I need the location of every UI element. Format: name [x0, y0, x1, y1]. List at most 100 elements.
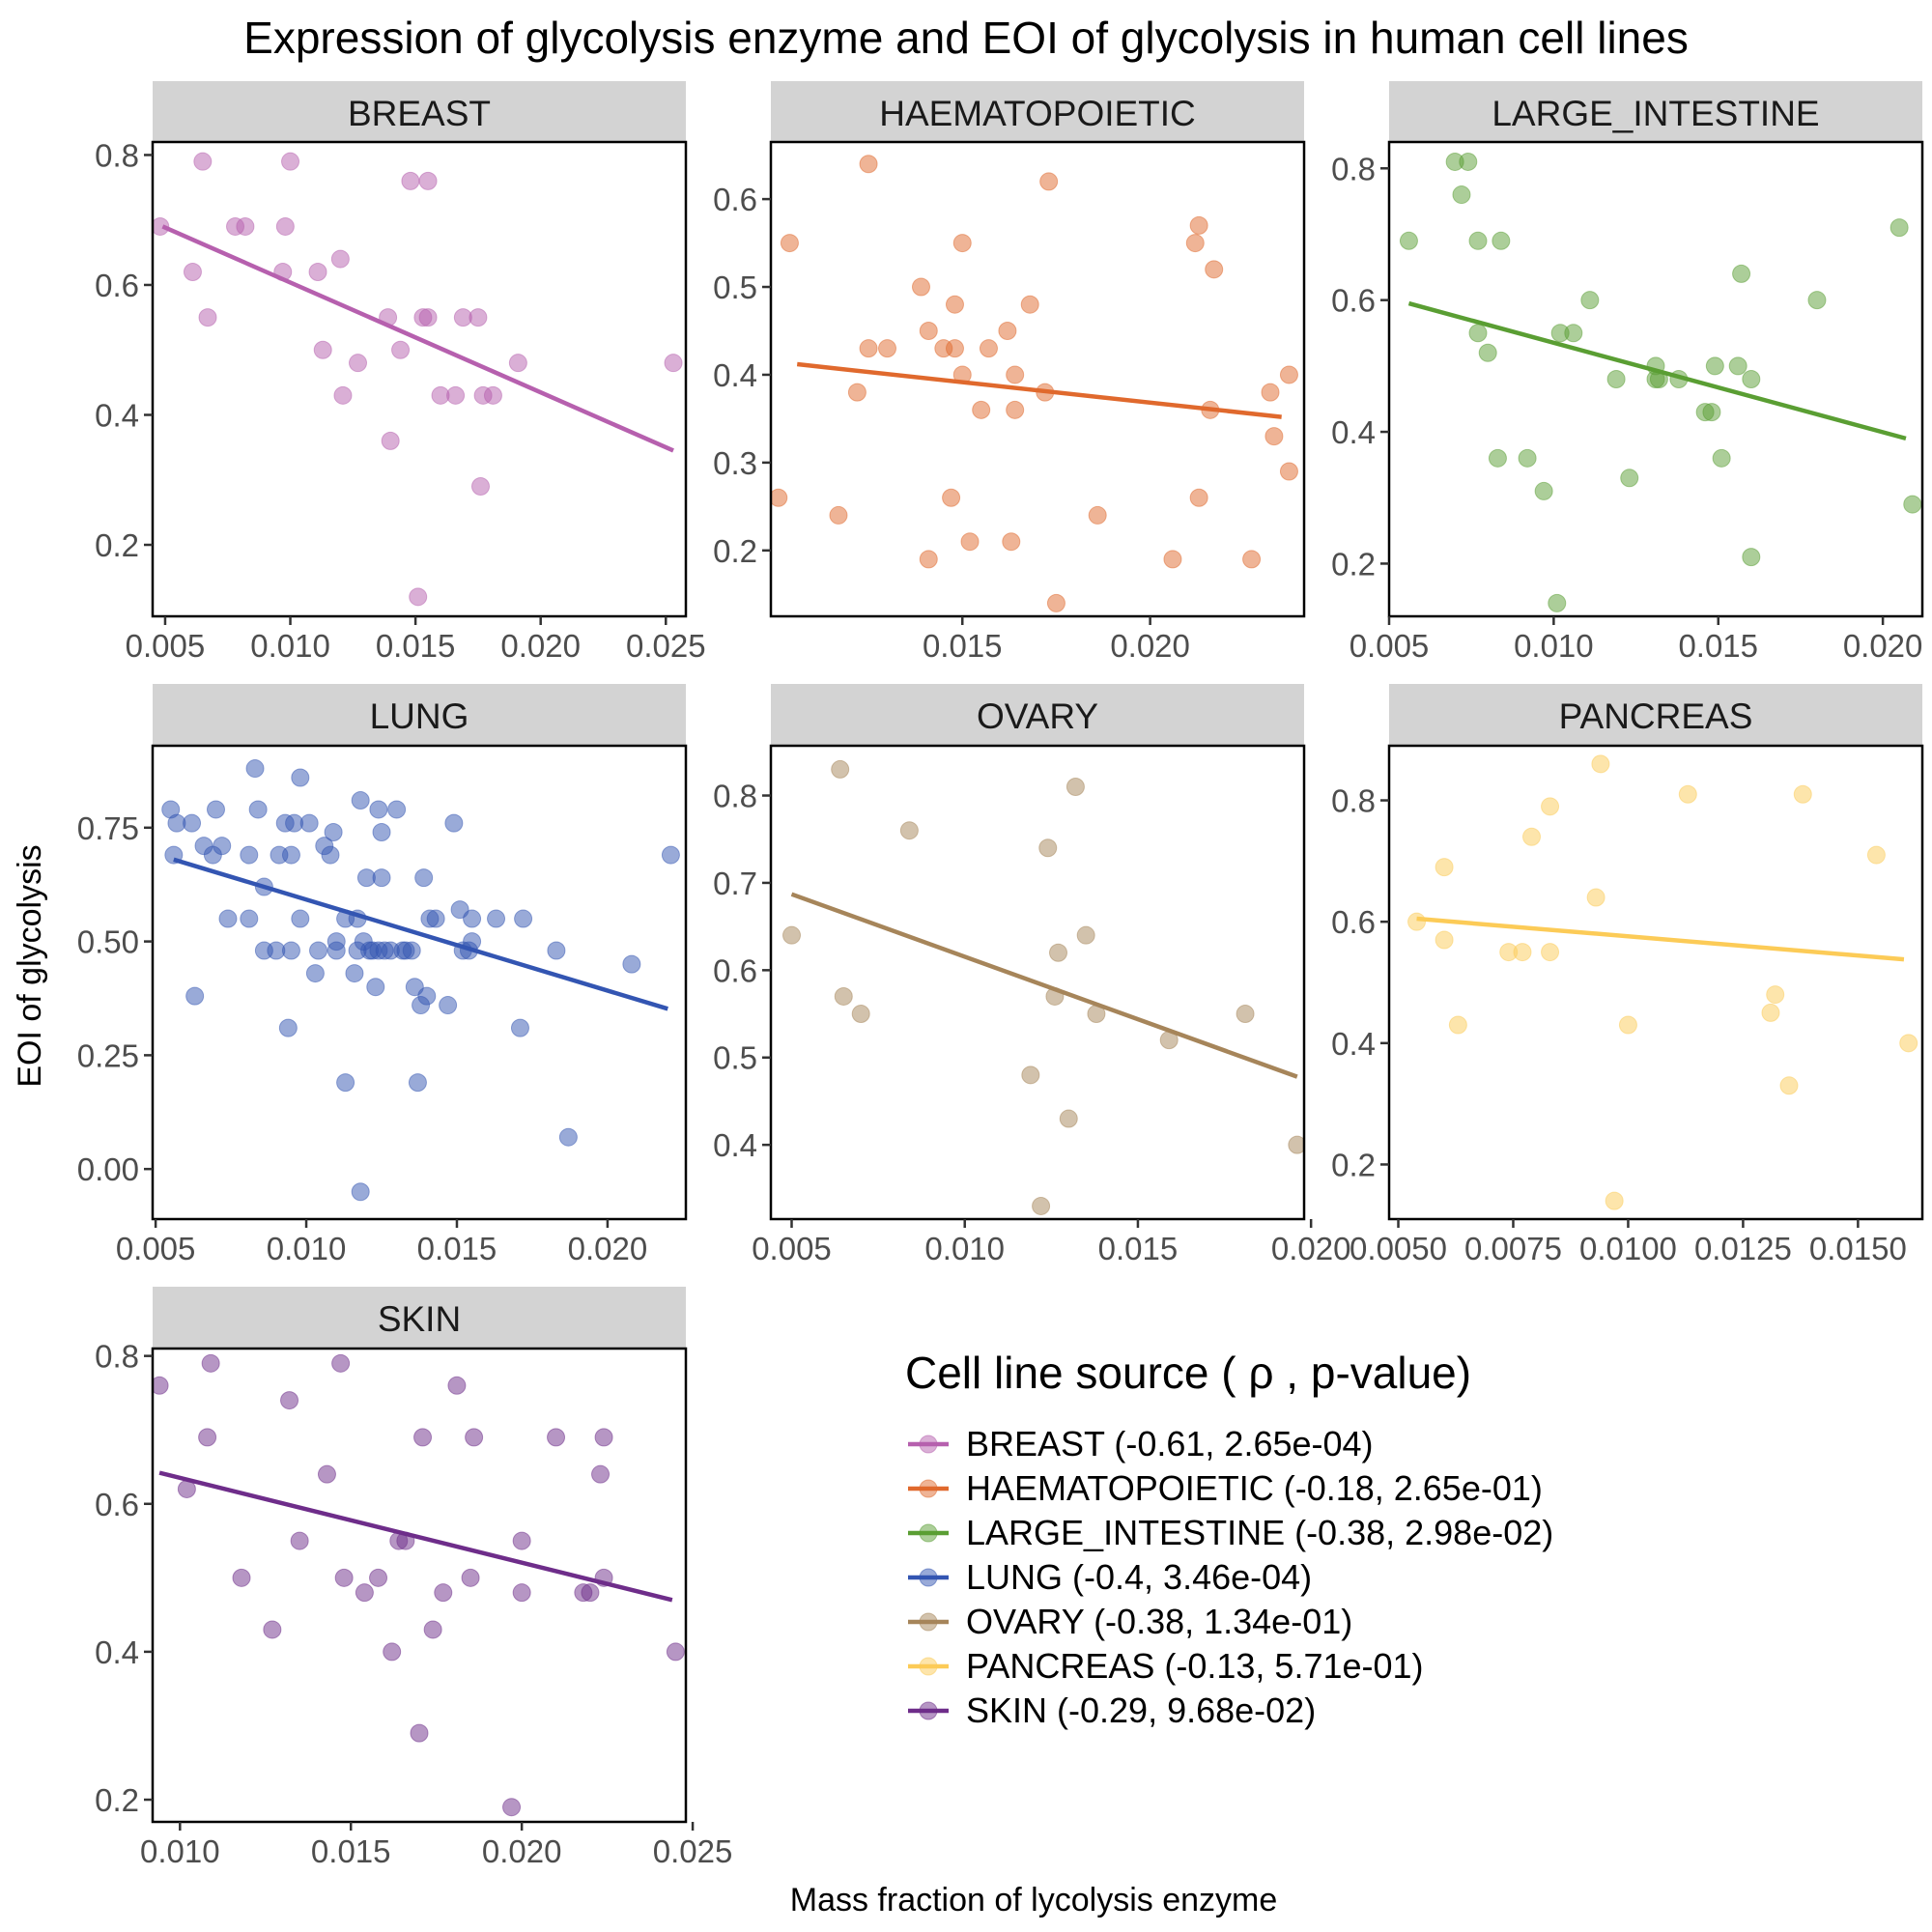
data-point — [213, 837, 232, 856]
y-tick-label: 0.25 — [77, 1037, 139, 1073]
legend-entry: PANCREAS (-0.13, 5.71e-01) — [908, 1646, 1424, 1686]
x-tick-label: 0.015 — [923, 628, 1003, 664]
legend-key-point — [919, 1568, 938, 1587]
x-tick-label: 0.015 — [417, 1231, 497, 1266]
data-point — [581, 1583, 600, 1603]
data-point — [387, 800, 407, 819]
y-tick-label: 0.75 — [77, 810, 139, 846]
data-point — [1046, 593, 1065, 612]
regression-line — [161, 224, 674, 453]
data-point — [1459, 152, 1478, 171]
data-point — [336, 1073, 355, 1093]
data-point — [1468, 324, 1488, 343]
data-point — [381, 431, 400, 450]
data-point — [1620, 469, 1639, 488]
data-point — [206, 800, 225, 819]
x-tick-label: 0.0050 — [1350, 1231, 1447, 1266]
x-tick-label: 0.0150 — [1809, 1231, 1907, 1266]
data-point — [183, 813, 202, 833]
data-point — [1522, 827, 1542, 846]
data-point — [1076, 925, 1095, 945]
data-point — [418, 171, 438, 190]
data-point — [309, 941, 328, 960]
data-point — [1742, 548, 1761, 567]
data-point — [1742, 370, 1761, 388]
data-point — [248, 800, 268, 819]
legend-label: HAEMATOPOIETIC (-0.18, 2.65e-01) — [966, 1468, 1543, 1508]
data-point — [372, 823, 391, 842]
data-points — [771, 155, 1298, 612]
data-point — [1189, 488, 1208, 507]
data-point — [345, 964, 364, 983]
panel-border — [151, 1347, 688, 1824]
data-point — [236, 216, 255, 236]
panel-border — [151, 140, 688, 618]
facet-panel-ovary: OVARY 0.005 0.010 0.015 0.020 0.4 0.5 0.6 0.7 0.8 — [713, 684, 1350, 1266]
data-point — [1059, 1109, 1078, 1128]
x-tick-label: 0.020 — [1110, 628, 1190, 664]
x-tick-label: 0.020 — [500, 628, 581, 664]
data-point — [463, 909, 482, 928]
legend-label: PANCREAS (-0.13, 5.71e-01) — [966, 1646, 1424, 1686]
x-tick-label: 0.005 — [752, 1231, 832, 1266]
data-point — [383, 1642, 402, 1662]
legend-label: OVARY (-0.38, 1.34e-01) — [966, 1602, 1352, 1641]
figure-title: Expression of glycolysis enzyme and EOI … — [243, 13, 1689, 63]
legend-entry: OVARY (-0.38, 1.34e-01) — [908, 1602, 1352, 1641]
legend-title: Cell line source ( ρ , p-value) — [905, 1348, 1471, 1398]
data-point — [369, 1568, 388, 1587]
y-tick-label: 0.2 — [95, 1782, 139, 1818]
y-tick-label: 0.3 — [713, 445, 757, 481]
data-point — [349, 354, 368, 373]
data-point — [919, 321, 938, 340]
data-point — [299, 813, 319, 833]
panel-border — [1387, 140, 1924, 618]
legend-label: BREAST (-0.61, 2.65e-04) — [966, 1424, 1374, 1463]
data-point — [1728, 356, 1747, 376]
data-point — [1407, 912, 1427, 931]
data-point — [372, 868, 391, 888]
facet-panel-large-intestine: LARGE_INTESTINE 0.005 0.010 0.015 0.020 0.2 0.… — [1331, 81, 1924, 664]
data-point — [1702, 403, 1721, 422]
data-point — [1288, 1135, 1304, 1154]
regression-line — [158, 1470, 673, 1603]
legend-key-point — [919, 1479, 938, 1498]
data-point — [1761, 1003, 1780, 1022]
data-point — [1478, 343, 1497, 362]
data-point — [512, 1583, 531, 1603]
data-point — [834, 986, 853, 1006]
data-point — [305, 964, 325, 983]
y-tick-label: 0.2 — [1331, 1147, 1376, 1182]
data-point — [919, 550, 938, 569]
data-point — [1705, 356, 1724, 376]
y-tick-label: 0.8 — [1331, 151, 1376, 186]
data-point — [979, 339, 998, 358]
y-tick-label: 0.50 — [77, 924, 139, 960]
x-tick-label: 0.015 — [1678, 628, 1758, 664]
data-point — [333, 385, 353, 405]
data-point — [1586, 888, 1605, 907]
data-point — [465, 1428, 484, 1447]
data-point — [664, 354, 683, 373]
data-point — [426, 909, 445, 928]
data-point — [193, 152, 213, 171]
data-point — [355, 1583, 374, 1603]
data-point — [666, 1642, 685, 1662]
data-point — [1448, 1015, 1467, 1035]
data-points — [782, 759, 1304, 1215]
data-point — [1534, 481, 1553, 500]
data-point — [291, 909, 310, 928]
x-tick-label: 0.025 — [653, 1833, 733, 1869]
data-point — [446, 385, 466, 405]
y-tick-label: 0.4 — [1331, 414, 1376, 450]
data-point — [661, 845, 680, 865]
data-point — [1185, 234, 1205, 253]
data-point — [280, 1391, 299, 1410]
legend-entry: SKIN (-0.29, 9.68e-02) — [908, 1690, 1316, 1730]
data-point — [508, 354, 527, 373]
data-point — [198, 308, 217, 327]
data-point — [218, 909, 238, 928]
data-point — [483, 385, 502, 405]
data-point — [1807, 291, 1827, 310]
facet-panel-pancreas: PANCREAS 0.0050 0.0075 0.0100 0.0125 0.0150 0.… — [1331, 684, 1924, 1266]
